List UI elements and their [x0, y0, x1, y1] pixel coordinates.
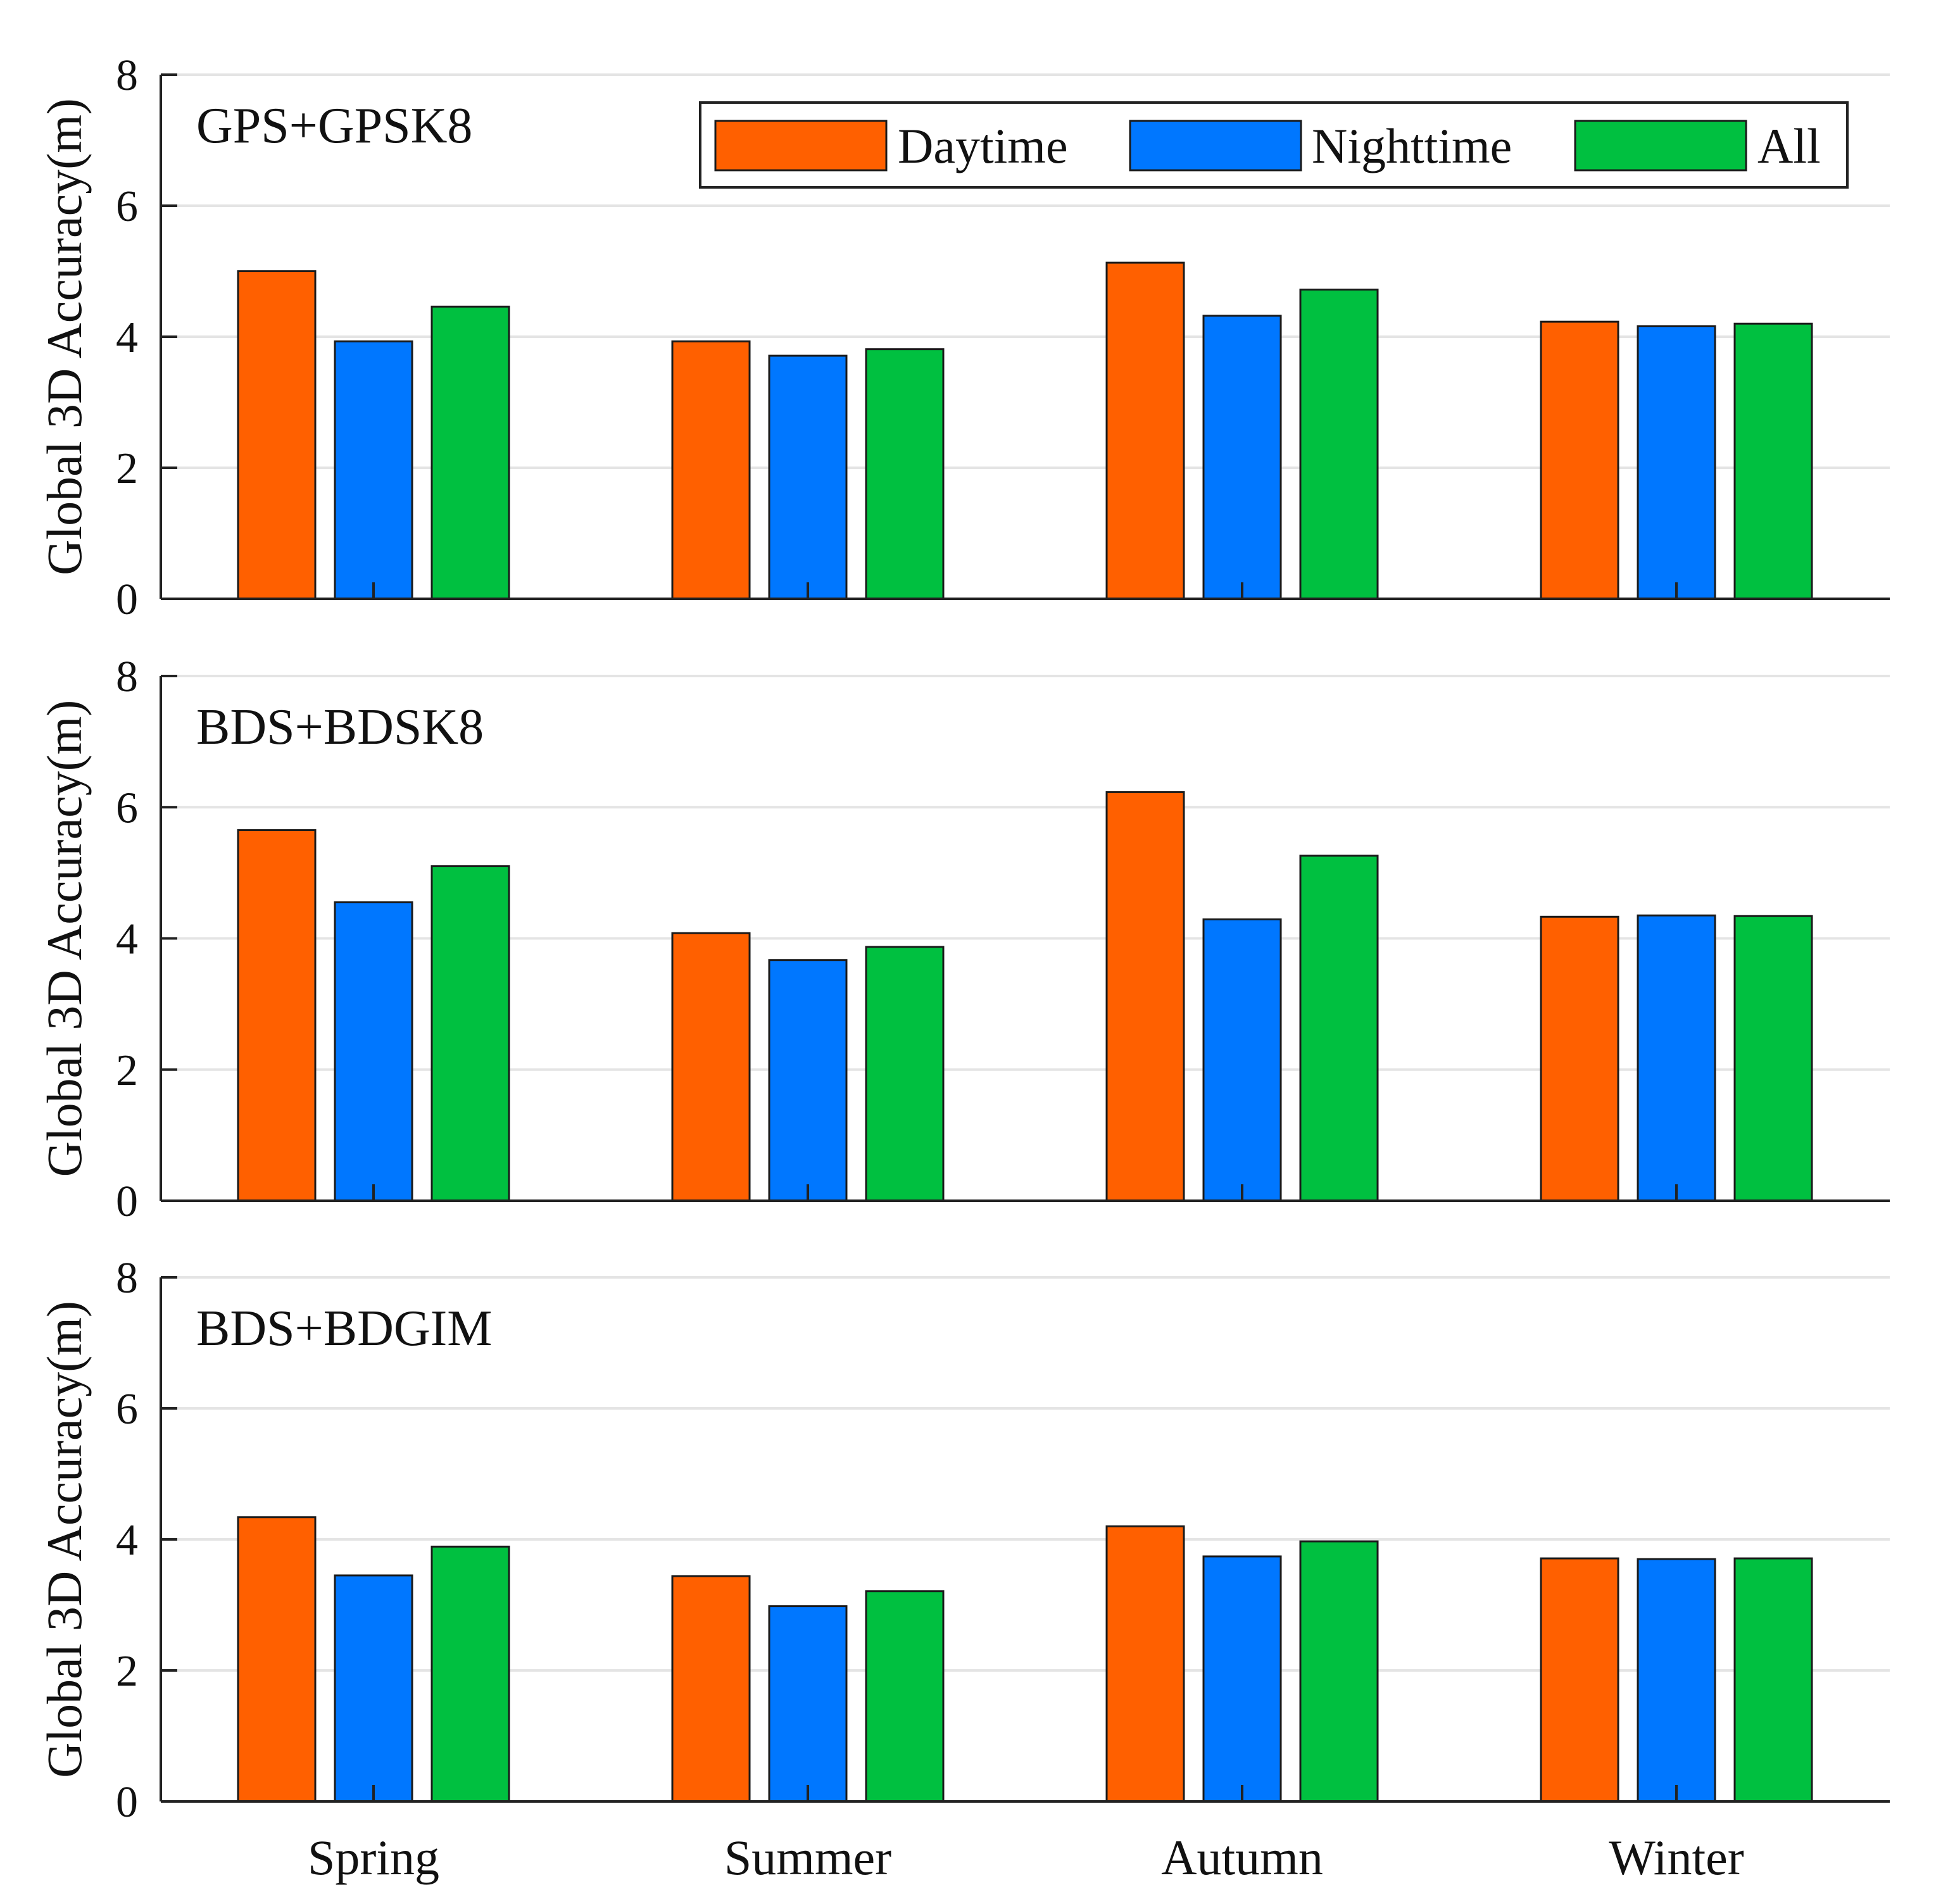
y-tick-label: 2 [116, 1647, 138, 1696]
bar-daytime-autumn [1105, 261, 1185, 600]
y-tick-label: 6 [116, 182, 138, 231]
bar-all-summer [865, 348, 945, 600]
y-tick-label: 6 [116, 1385, 138, 1434]
y-tick-label: 2 [116, 1046, 138, 1095]
legend-label-daytime: Daytime [898, 118, 1068, 173]
y-axis-label: Global 3D Accuracy(m) [37, 1301, 92, 1778]
legend-label-nighttime: Nighttime [1312, 118, 1512, 173]
bar-daytime-summer [671, 340, 751, 600]
y-axis-label: Global 3D Accuracy(m) [37, 98, 92, 575]
panel-3: 0 2 4 6 8 Global 3D Accuracy(m) BDS+BDGIM Sprin… [37, 1254, 1890, 1885]
bar-daytime-spring [237, 1516, 317, 1803]
bar-all-summer [865, 946, 945, 1202]
x-tick-label: Summer [724, 1830, 891, 1885]
bar-daytime-winter [1540, 1557, 1619, 1803]
y-tick-label: 8 [116, 1254, 138, 1303]
bar-nighttime-summer [768, 1605, 848, 1803]
bar-all-winter [1733, 322, 1813, 600]
bar-nighttime-summer [768, 959, 848, 1202]
bar-nighttime-spring [334, 1574, 413, 1803]
y-axis-label: Global 3D Accuracy(m) [37, 700, 92, 1177]
bar-all-autumn [1299, 1540, 1379, 1803]
y-tick-label: 0 [116, 1778, 138, 1827]
bar-nighttime-autumn [1202, 918, 1282, 1202]
bar-nighttime-spring [334, 901, 413, 1202]
legend-swatch-nighttime [1129, 120, 1302, 172]
legend-label-all: All [1757, 118, 1821, 173]
bar-nighttime-autumn [1202, 1555, 1282, 1803]
bar-daytime-autumn [1105, 791, 1185, 1202]
bar-nighttime-spring [334, 340, 413, 600]
y-tick-label: 4 [116, 313, 138, 362]
bar-nighttime-winter [1637, 325, 1716, 600]
legend: Daytime Nighttime All [699, 101, 1849, 189]
panel-1: 0 2 4 6 8 Global 3D Accuracy(m) GPS+GPSK8 Dayti… [37, 51, 1890, 624]
bar-all-winter [1733, 1557, 1813, 1803]
bar-daytime-autumn [1105, 1525, 1185, 1803]
bar-daytime-spring [237, 829, 317, 1202]
panel-label: BDS+BDSK8 [196, 699, 484, 755]
legend-swatch-daytime [714, 120, 888, 172]
y-tick-label: 4 [116, 915, 138, 964]
y-tick-label: 8 [116, 653, 138, 701]
bar-daytime-summer [671, 1575, 751, 1803]
x-tick-label: Spring [308, 1830, 439, 1885]
bar-nighttime-winter [1637, 914, 1716, 1202]
bar-daytime-spring [237, 270, 317, 600]
panel-label: GPS+GPSK8 [196, 98, 472, 154]
y-tick-label: 4 [116, 1516, 138, 1565]
bar-all-spring [431, 305, 510, 600]
panel-2: 0 2 4 6 8 Global 3D Accuracy(m) BDS+BDSK8 [37, 653, 1890, 1226]
bar-daytime-summer [671, 932, 751, 1202]
y-tick-label: 2 [116, 444, 138, 493]
panel-label: BDS+BDGIM [196, 1301, 492, 1356]
bar-all-winter [1733, 915, 1813, 1202]
y-tick-label: 6 [116, 784, 138, 832]
x-tick-label: Winter [1609, 1830, 1744, 1885]
bar-daytime-winter [1540, 915, 1619, 1202]
bar-nighttime-summer [768, 354, 848, 600]
bar-all-autumn [1299, 855, 1379, 1202]
y-tick-label: 8 [116, 51, 138, 100]
x-tick-label: Autumn [1161, 1830, 1323, 1885]
legend-swatch-all [1574, 120, 1747, 172]
bar-all-spring [431, 1545, 510, 1803]
bar-nighttime-autumn [1202, 315, 1282, 600]
bar-all-spring [431, 865, 510, 1202]
bar-nighttime-winter [1637, 1558, 1716, 1803]
bar-all-autumn [1299, 288, 1379, 600]
bar-all-summer [865, 1590, 945, 1803]
bar-daytime-winter [1540, 320, 1619, 600]
y-tick-label: 0 [116, 575, 138, 624]
y-tick-label: 0 [116, 1177, 138, 1226]
